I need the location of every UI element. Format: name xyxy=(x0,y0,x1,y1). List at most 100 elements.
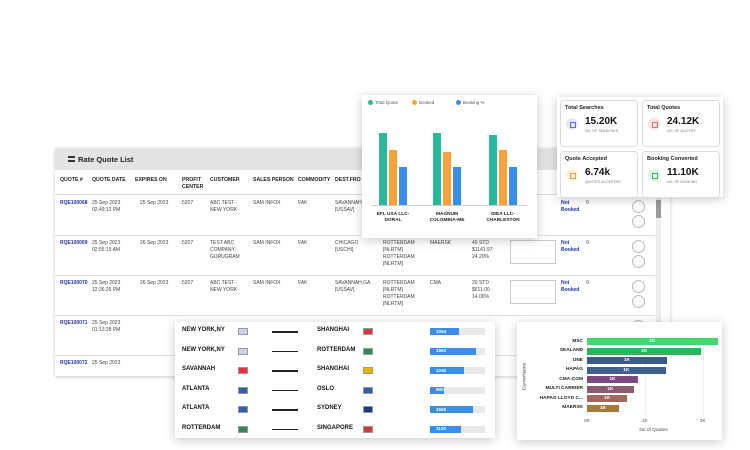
cell-expires: 26 Sep 2023 xyxy=(140,280,169,286)
cell-rate: $1141.97 xyxy=(472,247,493,253)
route-origin: NEW YORK,NY xyxy=(182,346,225,353)
cell-date: 25 Sep 2023 xyxy=(92,240,121,246)
destination-flag xyxy=(363,367,373,374)
cell-status: Booked xyxy=(561,287,580,293)
cell-date: 25 Sep 2023 xyxy=(92,200,121,206)
origin-flag xyxy=(238,406,248,413)
row-divider xyxy=(55,275,655,276)
legend-label: Booked xyxy=(419,100,435,105)
cell-customer: TEST ABC xyxy=(210,240,235,246)
edit-button[interactable] xyxy=(632,240,645,253)
bar xyxy=(587,395,627,402)
cell-date: 25 Sep 2023 xyxy=(92,280,121,286)
column-header: CUSTOMER xyxy=(210,177,240,183)
y-tick-label: ONE xyxy=(572,357,583,363)
stat-icon xyxy=(648,118,660,130)
progress-label: 500 xyxy=(436,387,444,392)
bar xyxy=(587,366,666,374)
cell-origin: ROTTERDAM xyxy=(383,254,415,260)
stat-card: Booking Converted 11.10K NO. OF BOOKING xyxy=(642,151,720,197)
cell-commodity: FAK xyxy=(298,200,308,206)
destination-flag xyxy=(363,406,373,413)
bar xyxy=(489,135,497,205)
bar xyxy=(433,133,441,205)
cell-profit: 5207 xyxy=(182,200,194,206)
bar xyxy=(499,150,507,205)
cell-origin: [NLRTM] xyxy=(383,301,403,307)
cell-rate: 20 STD xyxy=(472,280,489,286)
column-header: COMMODITY xyxy=(298,177,331,183)
column-header: QUOTE DATE xyxy=(92,177,126,183)
value-label: 1K xyxy=(603,396,611,401)
baseline xyxy=(372,205,527,206)
stat-title: Total Searches xyxy=(565,105,604,111)
bar xyxy=(389,150,397,205)
route-line xyxy=(272,370,298,372)
route-destination: SHANGHAI xyxy=(317,366,350,372)
x-tick-label: EFL USA LLC-DORAL xyxy=(376,212,410,223)
cell-quote: RQE100070 xyxy=(60,280,88,286)
cell-carrier: MAERSK xyxy=(430,240,452,246)
cell-date: 02:55:19 AM xyxy=(92,247,121,253)
progress-track xyxy=(430,386,485,394)
legend-dot xyxy=(368,100,373,105)
stat-title: Quote Accepted xyxy=(565,156,607,162)
route-destination: SYDNEY xyxy=(317,405,342,411)
x-axis-label: No of Quotes xyxy=(639,428,668,433)
stat-value: 6.74k xyxy=(585,167,611,178)
cell-quote: RQE100072 xyxy=(60,360,88,366)
view-button[interactable] xyxy=(632,215,645,228)
cell-origin: ROTTERDAM xyxy=(383,294,415,300)
cell-quote: RQE100069 xyxy=(60,240,88,246)
stat-icon xyxy=(566,118,578,130)
route-line xyxy=(272,389,298,391)
row-divider xyxy=(55,315,655,316)
destination-flag xyxy=(363,328,373,335)
x-tick-label: MAGNUM COLOMBIA-ME xyxy=(429,212,465,223)
bar xyxy=(587,404,619,412)
view-button[interactable] xyxy=(632,255,645,268)
cell-count: 0 xyxy=(586,280,589,286)
y-tick-label: MSC xyxy=(572,338,583,344)
progress-bar xyxy=(430,367,465,374)
edit-button[interactable] xyxy=(632,280,645,293)
bar xyxy=(587,338,718,345)
route-line xyxy=(272,331,298,333)
origin-flag xyxy=(238,328,248,335)
progress-label: 1120 xyxy=(436,426,446,431)
cell-sales: SAM INFOX xyxy=(253,200,281,206)
cell-dest: [USSAV] xyxy=(335,207,355,213)
origin-flag xyxy=(238,386,248,394)
stat-title: Booking Converted xyxy=(647,156,698,162)
destination-flag xyxy=(363,347,373,355)
route-line xyxy=(272,409,298,411)
route-origin: SAVANNAH xyxy=(182,366,216,372)
icon-glyph xyxy=(652,173,658,179)
scrollbar xyxy=(656,198,661,368)
cell-customer: ABC TEST- xyxy=(210,200,236,206)
scrollbar-thumb xyxy=(656,200,661,218)
y-axis-label: CarrierName xyxy=(522,362,528,391)
cell-date: 12:36:25 PM xyxy=(92,287,121,293)
edit-button[interactable] xyxy=(632,200,645,213)
y-tick-label: CMA-CGM xyxy=(559,376,583,382)
stat-icon xyxy=(648,169,660,181)
route-origin: ATLANTA xyxy=(182,405,210,411)
progress-label: 1663 xyxy=(436,348,447,353)
stat-subtitle: NO. OF QUOTES xyxy=(667,129,696,133)
stat-card: Total Searches 15.20K NO. OF SEARCHES xyxy=(560,100,638,147)
y-tick-label: MULTI CARRIER xyxy=(545,386,583,391)
icon-glyph xyxy=(652,122,658,128)
stats-panel: Total Searches 15.20K NO. OF SEARCHES Total… xyxy=(557,97,723,197)
view-button[interactable] xyxy=(632,295,645,308)
cell-status: Not xyxy=(561,280,570,286)
cell-rate: 14.06% xyxy=(472,294,489,300)
destination-flag xyxy=(363,386,373,394)
bar xyxy=(587,385,634,393)
cell-quote: RQE100071 xyxy=(60,320,88,326)
progress-bar xyxy=(430,425,461,433)
destination-flag xyxy=(363,425,373,433)
column-header: DEST.FRO xyxy=(335,177,361,183)
y-tick-label: MAERSK xyxy=(562,405,583,410)
route-origin: ATLANTA xyxy=(182,385,210,392)
